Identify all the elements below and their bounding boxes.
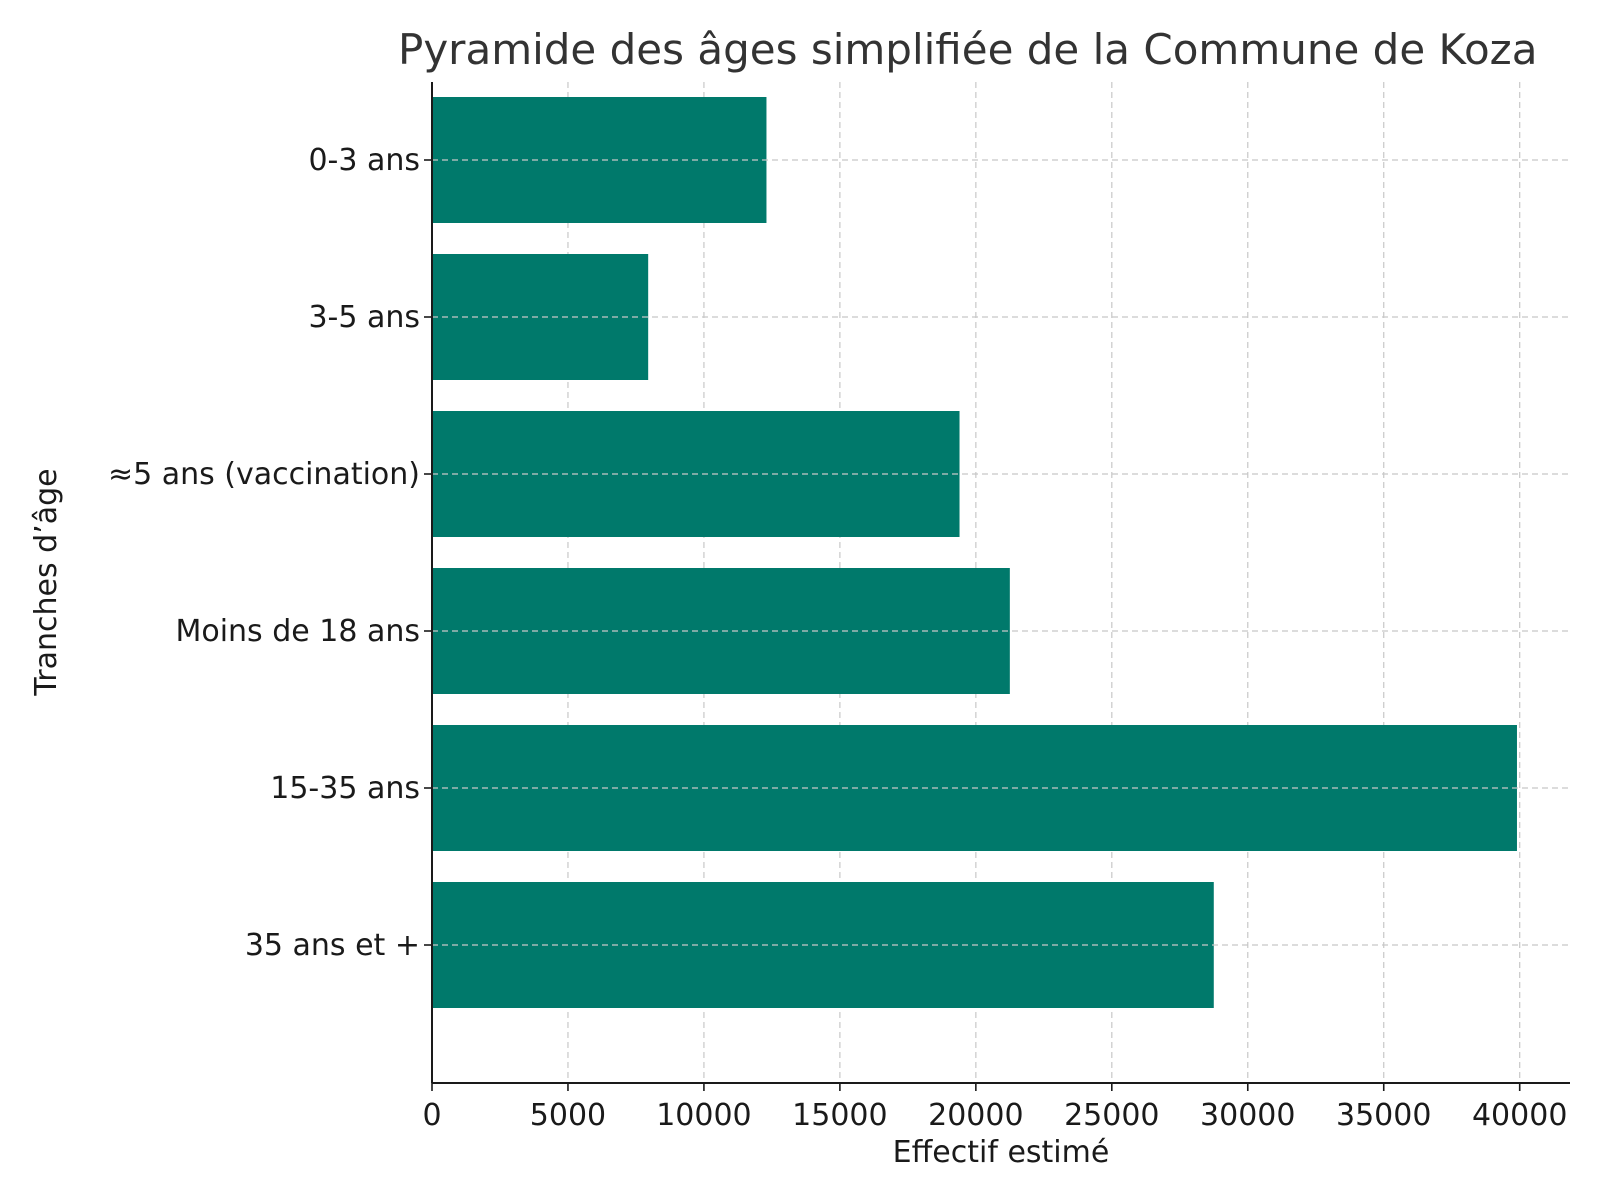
x-tick-label: 10000 — [656, 1098, 751, 1133]
x-tick-label: 0 — [422, 1098, 441, 1133]
y-tick-label: 35 ans et + — [245, 928, 420, 963]
x-tick-label: 5000 — [530, 1098, 606, 1133]
x-tick-label: 20000 — [928, 1098, 1023, 1133]
y-tick-label: 15-35 ans — [270, 771, 420, 806]
tick-labels: 0 5000 10000 15000 20000 25000 30000 35000 40000… — [108, 143, 1567, 1133]
y-tick-label: 0-3 ans — [308, 143, 420, 178]
axes — [424, 82, 1570, 1091]
chart-title: Pyramide des âges simplifiée de la Commu… — [398, 25, 1537, 74]
x-tick-label: 35000 — [1336, 1098, 1431, 1133]
x-tick-label: 25000 — [1064, 1098, 1159, 1133]
y-axis-title: Tranches d’âge — [29, 468, 64, 696]
bars — [432, 97, 1570, 1008]
y-tick-label: 3-5 ans — [308, 300, 420, 335]
y-tick-label: Moins de 18 ans — [175, 614, 420, 649]
y-tick-label: ≈5 ans (vaccination) — [108, 457, 420, 492]
x-axis-title: Effectif estimé — [893, 1135, 1110, 1170]
x-tick-label: 30000 — [1200, 1098, 1295, 1133]
x-tick-label: 15000 — [792, 1098, 887, 1133]
x-tick-label: 40000 — [1472, 1098, 1567, 1133]
